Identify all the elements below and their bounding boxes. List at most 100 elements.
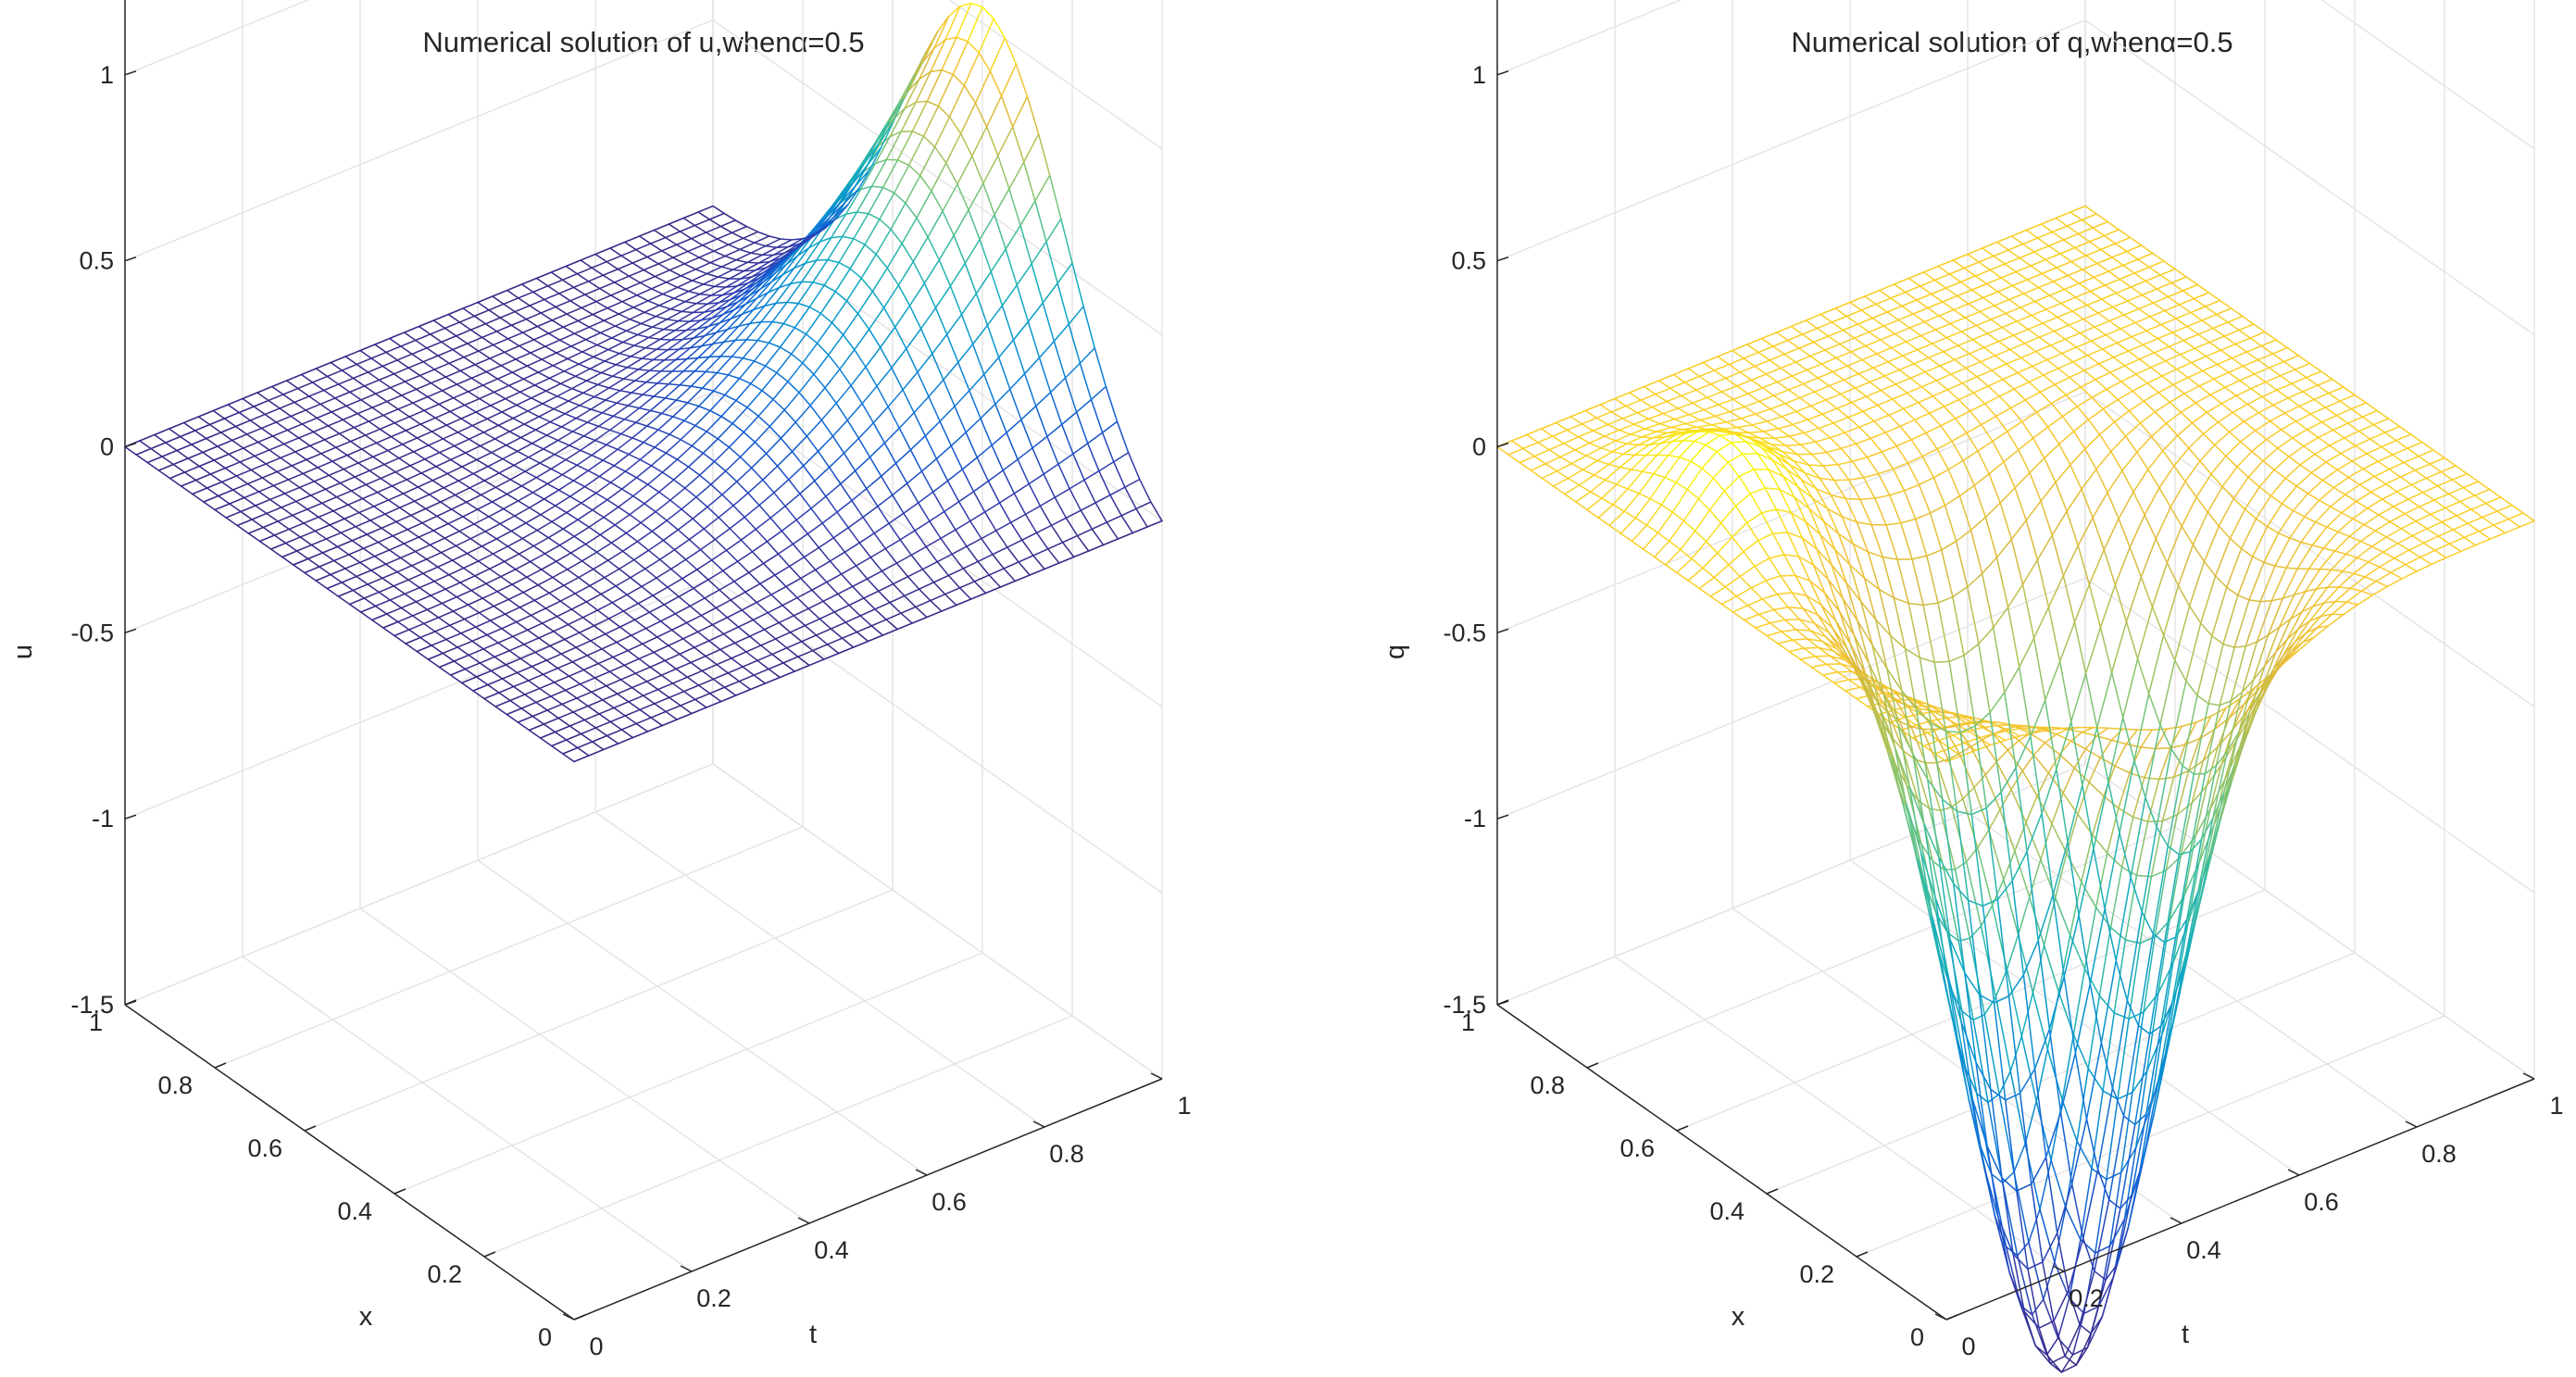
mesh-segment bbox=[529, 553, 546, 563]
mesh-segment bbox=[2214, 431, 2231, 446]
mesh-segment bbox=[808, 658, 825, 667]
mesh-segment bbox=[513, 685, 526, 695]
mesh-segment bbox=[505, 444, 519, 453]
mesh-segment bbox=[650, 282, 668, 290]
mesh-segment bbox=[2012, 1253, 2029, 1271]
mesh-segment bbox=[625, 330, 639, 336]
mesh-segment bbox=[2320, 600, 2336, 618]
mesh-segment bbox=[769, 252, 786, 263]
mesh-segment bbox=[449, 674, 463, 684]
mesh-segment bbox=[244, 491, 260, 499]
mesh-segment bbox=[2320, 370, 2333, 381]
mesh-segment bbox=[2072, 968, 2086, 1036]
mesh-segment bbox=[793, 615, 807, 627]
mesh-segment bbox=[668, 217, 684, 225]
mesh-segment bbox=[945, 162, 958, 185]
mesh-segment bbox=[760, 638, 777, 646]
mesh-segment bbox=[2240, 547, 2254, 557]
mesh-segment bbox=[2273, 469, 2286, 480]
mesh-segment bbox=[696, 569, 709, 581]
mesh-segment bbox=[2120, 1123, 2136, 1209]
mesh-segment bbox=[615, 585, 628, 595]
mesh-segment bbox=[2118, 807, 2134, 819]
mesh-segment bbox=[344, 568, 357, 578]
mesh-segment bbox=[587, 699, 604, 707]
mesh-segment bbox=[555, 505, 568, 514]
mesh-segment bbox=[1094, 347, 1107, 388]
mesh-segment bbox=[603, 516, 616, 526]
mesh-segment bbox=[553, 675, 570, 683]
mesh-segment bbox=[475, 626, 488, 636]
mesh-segment bbox=[671, 357, 688, 372]
mesh-segment bbox=[590, 408, 603, 414]
mesh-segment bbox=[930, 593, 946, 602]
mesh-segment bbox=[468, 432, 485, 441]
mesh-segment bbox=[321, 502, 334, 512]
t-tick-label: 0.6 bbox=[932, 1188, 967, 1216]
mesh-segment bbox=[784, 493, 801, 507]
mesh-segment bbox=[552, 576, 565, 586]
mesh-segment bbox=[531, 659, 547, 668]
x-tick-label: 0.4 bbox=[337, 1197, 372, 1225]
mesh-segment bbox=[2232, 710, 2248, 732]
mesh-segment bbox=[2433, 499, 2446, 509]
mesh-segment bbox=[1016, 284, 1030, 323]
mesh-segment bbox=[463, 560, 480, 570]
mesh-segment bbox=[602, 459, 615, 467]
mesh-segment bbox=[353, 426, 367, 436]
mesh-segment bbox=[802, 233, 815, 240]
mesh-segment bbox=[701, 670, 715, 681]
mesh-segment bbox=[569, 719, 585, 727]
mesh-segment bbox=[847, 516, 864, 529]
mesh-segment bbox=[932, 480, 949, 494]
mesh-segment bbox=[2323, 586, 2340, 604]
mesh-segment bbox=[1976, 1093, 1989, 1104]
mesh-segment bbox=[944, 6, 961, 41]
x-tick-label: 0 bbox=[538, 1323, 552, 1351]
mesh-segment bbox=[533, 377, 551, 386]
mesh-segment bbox=[2404, 513, 2417, 522]
mesh-segment bbox=[419, 374, 432, 384]
mesh-segment bbox=[370, 563, 387, 571]
mesh-segment bbox=[463, 611, 481, 620]
mesh-segment bbox=[719, 642, 736, 651]
grid-line bbox=[594, 811, 1045, 1128]
mesh-segment bbox=[2082, 1306, 2100, 1315]
mesh-segment bbox=[636, 333, 650, 339]
mesh-segment bbox=[679, 646, 695, 656]
mesh-segment bbox=[678, 587, 694, 598]
mesh-segment bbox=[2445, 500, 2461, 509]
mesh-segment bbox=[539, 682, 556, 690]
mesh-segment bbox=[2218, 497, 2234, 527]
mesh-segment bbox=[634, 369, 651, 382]
mesh-segment bbox=[2325, 461, 2338, 471]
mesh-segment bbox=[471, 633, 488, 643]
mesh-segment bbox=[540, 312, 553, 321]
mesh-segment bbox=[550, 271, 564, 282]
mesh-segment bbox=[213, 459, 226, 469]
mesh-segment bbox=[520, 701, 537, 709]
mesh-segment bbox=[393, 579, 409, 587]
mesh-segment bbox=[689, 344, 703, 349]
mesh-segment bbox=[2259, 599, 2272, 603]
mesh-segment bbox=[875, 253, 888, 269]
mesh-segment bbox=[227, 397, 244, 406]
mesh-segment bbox=[2032, 945, 2045, 994]
mesh-segment bbox=[2064, 1323, 2081, 1358]
mesh-segment bbox=[598, 287, 612, 296]
mesh-segment bbox=[1017, 447, 1033, 460]
mesh-segment bbox=[607, 610, 625, 620]
mesh-segment bbox=[1954, 869, 1971, 940]
mesh-segment bbox=[620, 729, 634, 739]
t-tick-mark bbox=[1032, 1120, 1045, 1128]
mesh-segment bbox=[260, 427, 274, 437]
mesh-segment bbox=[642, 394, 655, 397]
mesh-segment bbox=[820, 402, 837, 421]
mesh-segment bbox=[717, 438, 731, 448]
mesh-segment bbox=[577, 746, 590, 757]
mesh-segment bbox=[445, 424, 459, 433]
mesh-segment bbox=[236, 524, 250, 534]
mesh-segment bbox=[214, 508, 227, 519]
mesh-segment bbox=[2233, 645, 2246, 648]
mesh-segment bbox=[275, 415, 292, 423]
